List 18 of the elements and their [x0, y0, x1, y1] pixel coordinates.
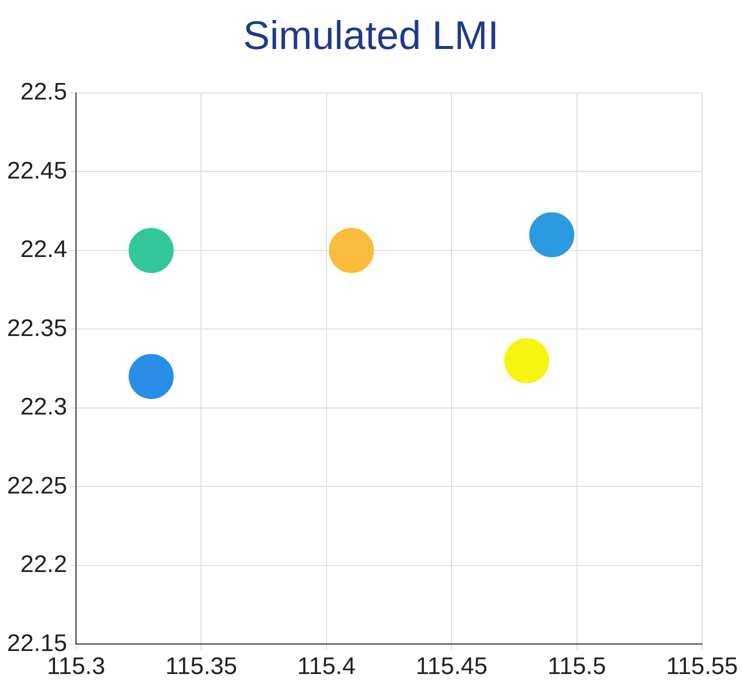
x-tick-label: 115.55: [666, 653, 738, 680]
point: [128, 228, 174, 273]
x-tick-label: 115.5: [548, 653, 606, 680]
y-tick-label: 22.45: [6, 157, 68, 184]
point: [328, 228, 374, 273]
y-tick-label: 22.4: [20, 236, 68, 264]
y-tick-label: 22.25: [6, 472, 68, 500]
x-tick-label: 115.4: [297, 653, 356, 680]
point: [529, 212, 574, 258]
chart-title: Simulated LMI: [242, 14, 500, 59]
x-tick-label: 115.45: [416, 653, 488, 680]
y-tick-label: 22.35: [6, 314, 68, 342]
y-tick-label: 22.2: [20, 551, 68, 578]
y-tick-label: 22.3: [20, 394, 68, 421]
x-tick-label: 115.35: [165, 653, 238, 680]
point: [504, 338, 550, 384]
point: [128, 354, 174, 399]
y-tick-label: 22.5: [20, 78, 68, 106]
